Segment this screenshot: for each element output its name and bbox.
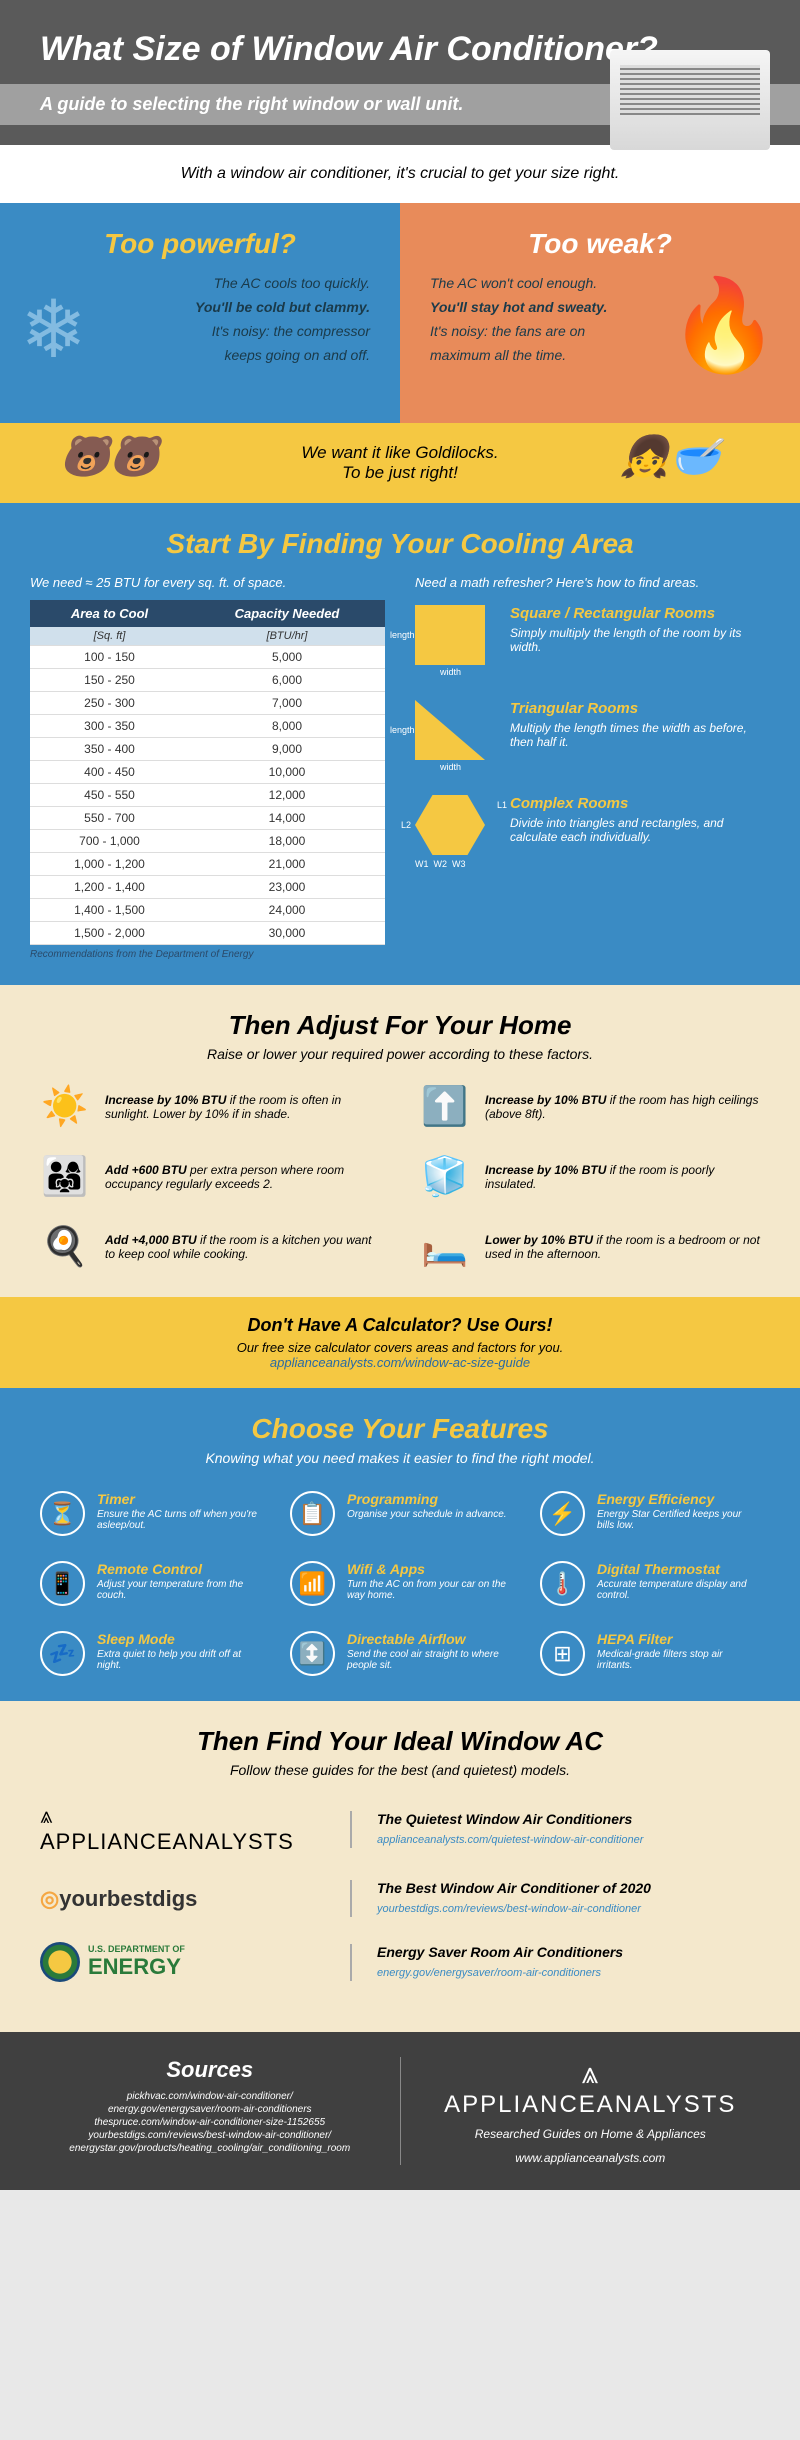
table-cell: 700 - 1,000 <box>30 830 189 853</box>
guide-link[interactable]: energy.gov/energysaver/room-air-conditio… <box>377 1967 601 1979</box>
adjust-text: Add +4,000 BTU if the room is a kitchen … <box>105 1233 380 1261</box>
table-cell: 30,000 <box>189 922 385 945</box>
source-link: thespruce.com/window-air-conditioner-siz… <box>40 2117 380 2128</box>
feature-desc: Organise your schedule in advance. <box>347 1509 507 1520</box>
table-cell: 10,000 <box>189 761 385 784</box>
guide-link[interactable]: applianceanalysts.com/quietest-window-ai… <box>377 1834 643 1846</box>
feature-title: Programming <box>347 1491 507 1507</box>
intro-text: With a window air conditioner, it's cruc… <box>0 145 800 203</box>
table-cell: 1,200 - 1,400 <box>30 876 189 899</box>
triangle-shape-icon: length width <box>415 700 495 770</box>
adjust-section: Then Adjust For Your Home Raise or lower… <box>0 985 800 1297</box>
table-cell: 1,000 - 1,200 <box>30 853 189 876</box>
source-link: yourbestdigs.com/reviews/best-window-air… <box>40 2130 380 2141</box>
feature-icon: 📶 <box>290 1561 335 1606</box>
adjust-icon: ⬆️ <box>420 1082 470 1132</box>
adjust-text: Increase by 10% BTU if the room has high… <box>485 1093 760 1121</box>
footer-url[interactable]: www.applianceanalysts.com <box>421 2151 761 2165</box>
table-cell: 8,000 <box>189 715 385 738</box>
table-cell: 18,000 <box>189 830 385 853</box>
source-link: energy.gov/energysaver/room-air-conditio… <box>40 2104 380 2115</box>
too-weak-title: Too weak? <box>430 228 770 260</box>
adjust-icon: ☀️ <box>40 1082 90 1132</box>
feature-desc: Energy Star Certified keeps your bills l… <box>597 1509 760 1531</box>
adjust-text: Increase by 10% BTU if the room is poorl… <box>485 1163 760 1191</box>
table-cell: 14,000 <box>189 807 385 830</box>
feature-icon: 📋 <box>290 1491 335 1536</box>
feature-title: Digital Thermostat <box>597 1561 760 1577</box>
table-cell: 250 - 300 <box>30 692 189 715</box>
feature-title: Energy Efficiency <box>597 1491 760 1507</box>
table-cell: 100 - 150 <box>30 646 189 669</box>
source-link: pickhvac.com/window-air-conditioner/ <box>40 2091 380 2102</box>
source-link: energystar.gov/products/heating_cooling/… <box>40 2143 380 2154</box>
table-cell: 450 - 550 <box>30 784 189 807</box>
calc-link[interactable]: applianceanalysts.com/window-ac-size-gui… <box>18 1355 782 1370</box>
adjust-text: Add +600 BTU per extra person where room… <box>105 1163 380 1191</box>
adjust-text: Increase by 10% BTU if the room is often… <box>105 1093 380 1121</box>
girl-icon: 👧🥣 <box>620 433 720 480</box>
feature-title: Sleep Mode <box>97 1631 260 1647</box>
feature-icon: ↕️ <box>290 1631 335 1676</box>
adjust-icon: 🧊 <box>420 1152 470 1202</box>
table-cell: 1,500 - 2,000 <box>30 922 189 945</box>
feature-title: Timer <box>97 1491 260 1507</box>
table-cell: 5,000 <box>189 646 385 669</box>
snowflake-icon: ❄ <box>20 283 87 376</box>
cooling-area-section: Start By Finding Your Cooling Area We ne… <box>0 503 800 985</box>
adjust-text: Lower by 10% BTU if the room is a bedroo… <box>485 1233 760 1261</box>
feature-desc: Send the cool air straight to where peop… <box>347 1649 510 1671</box>
table-cell: 350 - 400 <box>30 738 189 761</box>
find-section: Then Find Your Ideal Window AC Follow th… <box>0 1701 800 2032</box>
header: What Size of Window Air Conditioner? A g… <box>0 0 800 145</box>
complex-shape-icon: L1 L2 W1 W2 W3 <box>415 795 495 865</box>
feature-title: Remote Control <box>97 1561 260 1577</box>
guide-link[interactable]: yourbestdigs.com/reviews/best-window-air… <box>377 1903 641 1915</box>
table-cell: 24,000 <box>189 899 385 922</box>
feature-desc: Extra quiet to help you drift off at nig… <box>97 1649 260 1671</box>
table-cell: 21,000 <box>189 853 385 876</box>
table-cell: 550 - 700 <box>30 807 189 830</box>
feature-icon: 🌡️ <box>540 1561 585 1606</box>
table-cell: 400 - 450 <box>30 761 189 784</box>
bears-icon: 🐻🐻 <box>60 433 160 480</box>
table-cell: 12,000 <box>189 784 385 807</box>
feature-icon: ⏳ <box>40 1491 85 1536</box>
table-cell: 150 - 250 <box>30 669 189 692</box>
too-powerful-title: Too powerful? <box>30 228 370 260</box>
table-cell: 23,000 <box>189 876 385 899</box>
energy-logo: U.S. DEPARTMENT OFENERGY <box>40 1942 320 1982</box>
adjust-icon: 🍳 <box>40 1222 90 1272</box>
table-cell: 300 - 350 <box>30 715 189 738</box>
feature-title: HEPA Filter <box>597 1631 760 1647</box>
footer: Sources pickhvac.com/window-air-conditio… <box>0 2032 800 2190</box>
table-cell: 7,000 <box>189 692 385 715</box>
feature-desc: Accurate temperature display and control… <box>597 1579 760 1601</box>
yourbestdigs-logo: ◎yourbestdigs <box>40 1886 320 1912</box>
adjust-icon: 👨‍👩‍👧 <box>40 1152 90 1202</box>
table-cell: 6,000 <box>189 669 385 692</box>
feature-icon: 💤 <box>40 1631 85 1676</box>
feature-icon: ⊞ <box>540 1631 585 1676</box>
adjust-icon: 🛏️ <box>420 1222 470 1272</box>
table-cell: 1,400 - 1,500 <box>30 899 189 922</box>
flame-icon: 🔥 <box>668 273 780 378</box>
ac-unit-icon <box>610 50 770 150</box>
feature-title: Wifi & Apps <box>347 1561 510 1577</box>
compare-section: Too powerful? ❄ The AC cools too quickly… <box>0 203 800 423</box>
applianceanalysts-logo: ⩓APPLIANCEANALYSTS <box>40 1803 320 1855</box>
table-cell: 9,000 <box>189 738 385 761</box>
feature-icon: 📱 <box>40 1561 85 1606</box>
feature-desc: Medical-grade filters stop air irritants… <box>597 1649 760 1671</box>
square-shape-icon: length width <box>415 605 495 675</box>
goldilocks-banner: 🐻🐻 We want it like Goldilocks. To be jus… <box>0 423 800 503</box>
calculator-banner: Don't Have A Calculator? Use Ours! Our f… <box>0 1297 800 1388</box>
feature-title: Directable Airflow <box>347 1631 510 1647</box>
btu-table: Area to CoolCapacity Needed [Sq. ft][BTU… <box>30 600 385 945</box>
feature-desc: Turn the AC on from your car on the way … <box>347 1579 510 1601</box>
features-section: Choose Your Features Knowing what you ne… <box>0 1388 800 1701</box>
feature-desc: Adjust your temperature from the couch. <box>97 1579 260 1601</box>
feature-icon: ⚡ <box>540 1491 585 1536</box>
feature-desc: Ensure the AC turns off when you're asle… <box>97 1509 260 1531</box>
